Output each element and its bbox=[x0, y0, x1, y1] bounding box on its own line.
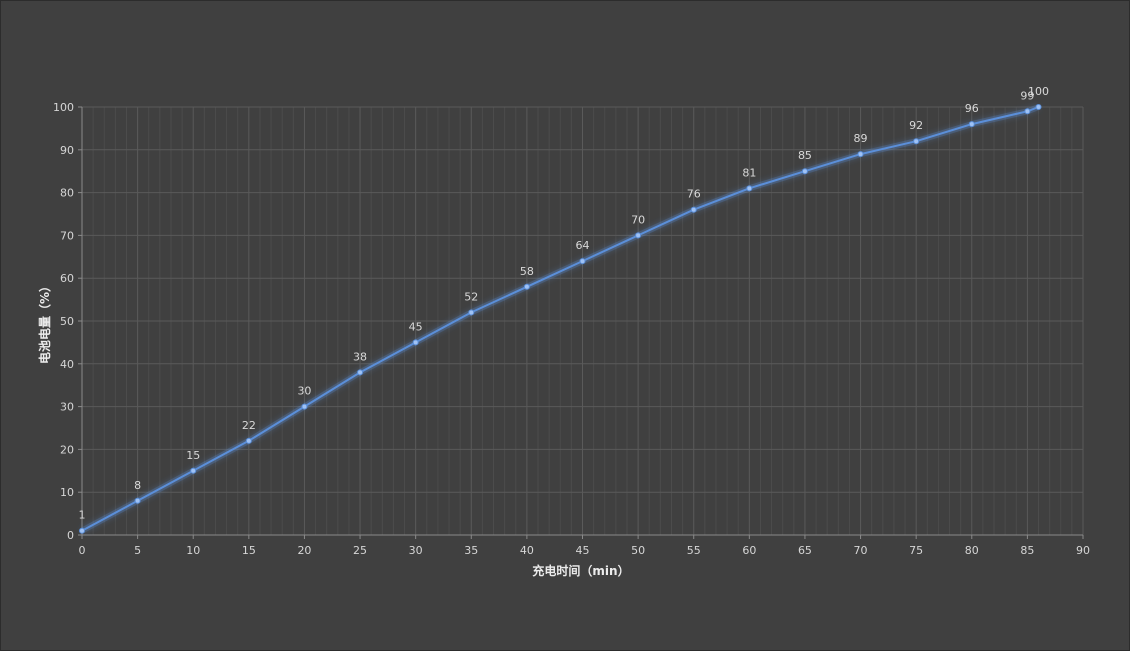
y-tick-label: 40 bbox=[60, 358, 74, 371]
data-point bbox=[134, 497, 141, 504]
x-tick-label: 85 bbox=[1020, 544, 1034, 557]
data-label: 76 bbox=[687, 188, 701, 201]
data-label: 81 bbox=[742, 166, 756, 179]
data-point bbox=[79, 527, 85, 534]
x-tick-label: 15 bbox=[242, 544, 256, 557]
data-point bbox=[1024, 108, 1031, 115]
data-point bbox=[190, 467, 197, 474]
data-label: 1 bbox=[79, 509, 86, 522]
y-tick-label: 50 bbox=[60, 315, 74, 328]
data-label: 99 bbox=[1020, 89, 1034, 102]
data-point bbox=[913, 138, 920, 145]
x-tick-label: 55 bbox=[687, 544, 701, 557]
data-point bbox=[468, 309, 475, 316]
y-axis-ticks: 0 10 20 30 40 50 60 70 80 90 100 bbox=[53, 101, 82, 542]
x-tick-label: 90 bbox=[1076, 544, 1090, 557]
data-point bbox=[301, 403, 308, 410]
data-label: 100 bbox=[1028, 85, 1049, 98]
x-tick-label: 0 bbox=[79, 544, 86, 557]
y-tick-label: 0 bbox=[67, 529, 74, 542]
data-label: 8 bbox=[134, 479, 141, 492]
major-gridlines bbox=[81, 106, 1084, 536]
data-label: 89 bbox=[854, 132, 868, 145]
data-label: 96 bbox=[965, 102, 979, 115]
data-point bbox=[1035, 104, 1042, 110]
x-axis-ticks: 0 5 10 15 20 25 30 35 40 45 50 55 60 65 70 75 80 85 90 bbox=[79, 535, 1090, 557]
data-point bbox=[579, 258, 586, 265]
data-label: 52 bbox=[464, 290, 478, 303]
data-point bbox=[857, 151, 864, 158]
data-point bbox=[245, 437, 252, 444]
data-point bbox=[746, 185, 753, 192]
y-tick-label: 100 bbox=[53, 101, 74, 114]
x-tick-label: 20 bbox=[297, 544, 311, 557]
y-tick-label: 60 bbox=[60, 272, 74, 285]
x-tick-label: 45 bbox=[576, 544, 590, 557]
data-point bbox=[968, 121, 975, 128]
data-point bbox=[690, 206, 697, 213]
x-tick-label: 5 bbox=[134, 544, 141, 557]
x-tick-label: 75 bbox=[909, 544, 923, 557]
x-tick-label: 30 bbox=[409, 544, 423, 557]
x-tick-label: 40 bbox=[520, 544, 534, 557]
x-tick-label: 70 bbox=[854, 544, 868, 557]
x-tick-label: 80 bbox=[965, 544, 979, 557]
y-tick-label: 30 bbox=[60, 401, 74, 414]
data-label: 45 bbox=[409, 320, 423, 333]
series-group bbox=[79, 104, 1042, 534]
data-point bbox=[635, 232, 642, 239]
y-tick-label: 20 bbox=[60, 443, 74, 456]
data-point bbox=[412, 339, 419, 346]
y-tick-label: 10 bbox=[60, 486, 74, 499]
y-tick-label: 70 bbox=[60, 229, 74, 242]
x-axis-title: 充电时间（min） bbox=[532, 563, 629, 578]
data-label: 38 bbox=[353, 350, 367, 363]
x-tick-label: 25 bbox=[353, 544, 367, 557]
data-point bbox=[801, 168, 808, 175]
x-tick-label: 10 bbox=[186, 544, 200, 557]
data-point bbox=[523, 283, 530, 290]
y-tick-label: 90 bbox=[60, 144, 74, 157]
y-axis-title: 电池电量（%） bbox=[37, 280, 52, 364]
data-label: 70 bbox=[631, 213, 645, 226]
x-tick-label: 50 bbox=[631, 544, 645, 557]
x-tick-label: 65 bbox=[798, 544, 812, 557]
x-tick-label: 60 bbox=[742, 544, 756, 557]
data-label: 85 bbox=[798, 149, 812, 162]
data-label: 92 bbox=[909, 119, 923, 132]
data-point bbox=[357, 369, 364, 376]
data-label: 30 bbox=[297, 385, 311, 398]
y-tick-label: 80 bbox=[60, 187, 74, 200]
data-label: 15 bbox=[186, 449, 200, 462]
data-label: 58 bbox=[520, 265, 534, 278]
data-label: 22 bbox=[242, 419, 256, 432]
x-tick-label: 35 bbox=[464, 544, 478, 557]
data-label: 64 bbox=[576, 239, 590, 252]
